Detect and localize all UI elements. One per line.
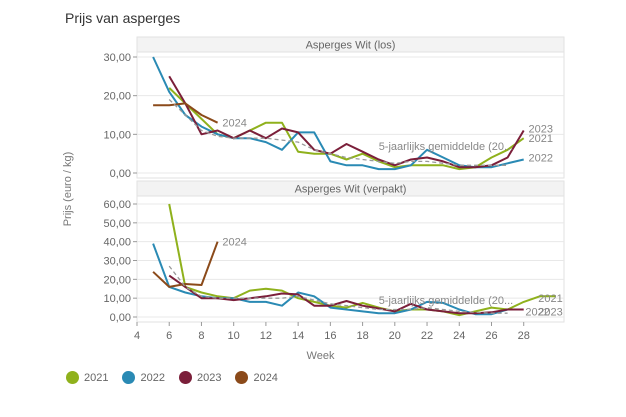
panel-frame	[136, 51, 565, 179]
x-tick-label: 4	[134, 330, 140, 342]
x-tick-label: 12	[260, 330, 272, 342]
panel-title: Asperges Wit (verpakt)	[295, 184, 407, 196]
series-annotation: 5-jaarlijks gemiddelde (20...	[379, 141, 514, 153]
x-tick-label: 16	[324, 330, 336, 342]
series-line-2024[interactable]	[153, 102, 219, 124]
x-tick-label: 18	[356, 330, 368, 342]
legend-label: 2022	[140, 371, 165, 384]
y-tick-label: 50,00	[103, 218, 131, 230]
series-line-2023[interactable]	[168, 274, 524, 315]
y-tick-label: 10,00	[103, 129, 131, 141]
legend-marker-icon	[235, 371, 249, 384]
series-annotation: 2024	[222, 237, 246, 249]
legend-label: 2021	[84, 371, 109, 384]
y-tick-label: 0,00	[110, 168, 131, 180]
x-tick-label: 20	[389, 330, 401, 342]
series-annotation: 2024	[222, 118, 246, 130]
legend-marker-icon	[66, 371, 79, 384]
y-tick-label: 40,00	[103, 237, 131, 249]
series-annotation: 2023	[529, 124, 553, 136]
x-tick-label: 14	[292, 330, 304, 342]
x-tick-label: 24	[453, 330, 465, 342]
series-line-2023[interactable]	[168, 75, 525, 169]
x-tick-label: 10	[228, 330, 240, 342]
legend-item-2022[interactable]: 2022	[122, 371, 165, 384]
series-annotation: 2021	[529, 133, 553, 145]
legend-label: 2023	[196, 371, 222, 384]
y-tick-label: 30,00	[103, 52, 131, 64]
legend: 2021 2022 2023 2024	[66, 371, 278, 384]
y-axis-title: Prijs (euro / kg)	[62, 152, 74, 227]
chart-title: Prijs van asperges	[65, 10, 181, 26]
y-tick-label: 0,00	[110, 312, 131, 324]
legend-label: 2024	[253, 371, 278, 384]
average-line[interactable]	[168, 99, 508, 166]
legend-item-2023[interactable]: 2023	[178, 371, 222, 384]
series-annotation: 2022	[529, 153, 553, 165]
series-annotation: 5-jaarlijks gemiddelde (20...	[379, 295, 514, 307]
x-tick-label: 26	[485, 330, 497, 342]
series-annotation: 2023	[538, 306, 562, 318]
y-tick-label: 20,00	[103, 91, 131, 103]
y-tick-label: 60,00	[103, 199, 131, 211]
legend-marker-icon	[122, 371, 136, 384]
x-tick-label: 8	[198, 330, 204, 342]
panel-frame	[136, 195, 565, 323]
legend-item-2024[interactable]: 2024	[235, 371, 278, 384]
series-annotation: 2021	[538, 293, 562, 305]
panel-title: Asperges Wit (los)	[306, 40, 396, 52]
average-line[interactable]	[168, 265, 508, 314]
series-annotation: 2022	[525, 306, 549, 318]
y-tick-label: 10,00	[103, 293, 131, 305]
x-axis-title: Week	[307, 350, 335, 362]
y-tick-label: 30,00	[103, 256, 131, 268]
y-tick-label: 20,00	[103, 274, 131, 286]
x-tick-label: 6	[166, 330, 172, 342]
x-tick-label: 28	[518, 330, 530, 342]
legend-item-2021[interactable]: 2021	[66, 371, 108, 384]
series-line-2024[interactable]	[152, 241, 219, 288]
x-tick-label: 22	[421, 330, 433, 342]
legend-marker-icon	[178, 371, 192, 384]
